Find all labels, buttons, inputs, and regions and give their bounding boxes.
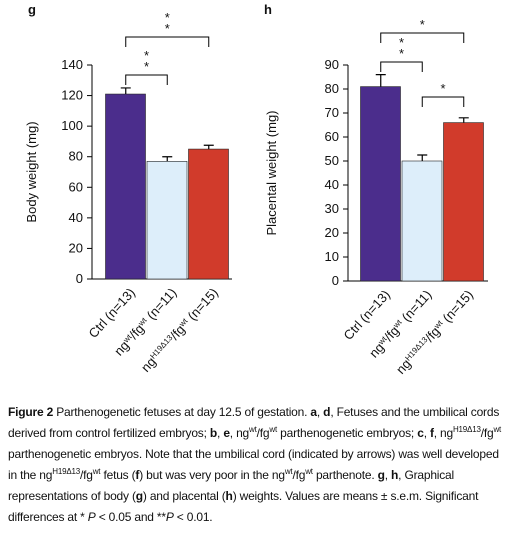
panel-label: h (264, 2, 272, 17)
y-tick-label: 10 (325, 249, 339, 264)
y-tick-label: 140 (61, 57, 83, 72)
error-bar (162, 156, 173, 162)
y-tick-label: 90 (325, 57, 339, 72)
y-tick-label: 30 (325, 201, 339, 216)
significance-label: * * (144, 48, 149, 74)
significance-bracket (125, 36, 210, 47)
significance-label: * * (399, 35, 404, 61)
bar (188, 148, 229, 280)
y-tick-label: 40 (325, 177, 339, 192)
y-axis-label: Placental weight (mg) (264, 111, 279, 236)
caption: Figure 2 Parthenogenetic fetuses at day … (8, 405, 502, 524)
significance-label: * (420, 17, 425, 32)
y-tick-label: 80 (69, 149, 83, 164)
significance-label: * * (165, 10, 170, 36)
bar (105, 93, 146, 280)
significance-bracket (380, 61, 423, 72)
y-tick-label: 20 (69, 240, 83, 255)
panel-label: g (28, 2, 36, 17)
y-tick-label: 60 (69, 179, 83, 194)
significance-bracket (125, 74, 168, 85)
bar (146, 161, 188, 280)
x-tick-label: ngH19Δ13/fgwt (n=15) (138, 285, 221, 375)
y-tick-label: 20 (325, 225, 339, 240)
error-bar (417, 154, 428, 161)
error-bar (203, 144, 214, 150)
x-tick-label: ngH19Δ13/fgwt (n=15) (393, 287, 476, 377)
y-tick-label: 50 (325, 153, 339, 168)
y-tick-label: 0 (332, 273, 339, 288)
y-tick-label: 120 (61, 88, 83, 103)
y-tick-label: 80 (325, 81, 339, 96)
significance-label: * (440, 81, 445, 96)
y-tick-label: 70 (325, 105, 339, 120)
bar (360, 86, 401, 282)
bar (401, 160, 443, 282)
error-bar (120, 87, 131, 95)
y-tick-label: 100 (61, 118, 83, 133)
significance-bracket (421, 96, 465, 107)
y-tick-label: 40 (69, 210, 83, 225)
error-bar (375, 74, 386, 87)
error-bar (458, 117, 469, 123)
significance-bracket (380, 32, 465, 43)
y-tick-label: 60 (325, 129, 339, 144)
y-axis-label: Body weight (mg) (24, 121, 39, 222)
y-tick-label: 0 (76, 271, 83, 286)
bar (443, 122, 484, 282)
